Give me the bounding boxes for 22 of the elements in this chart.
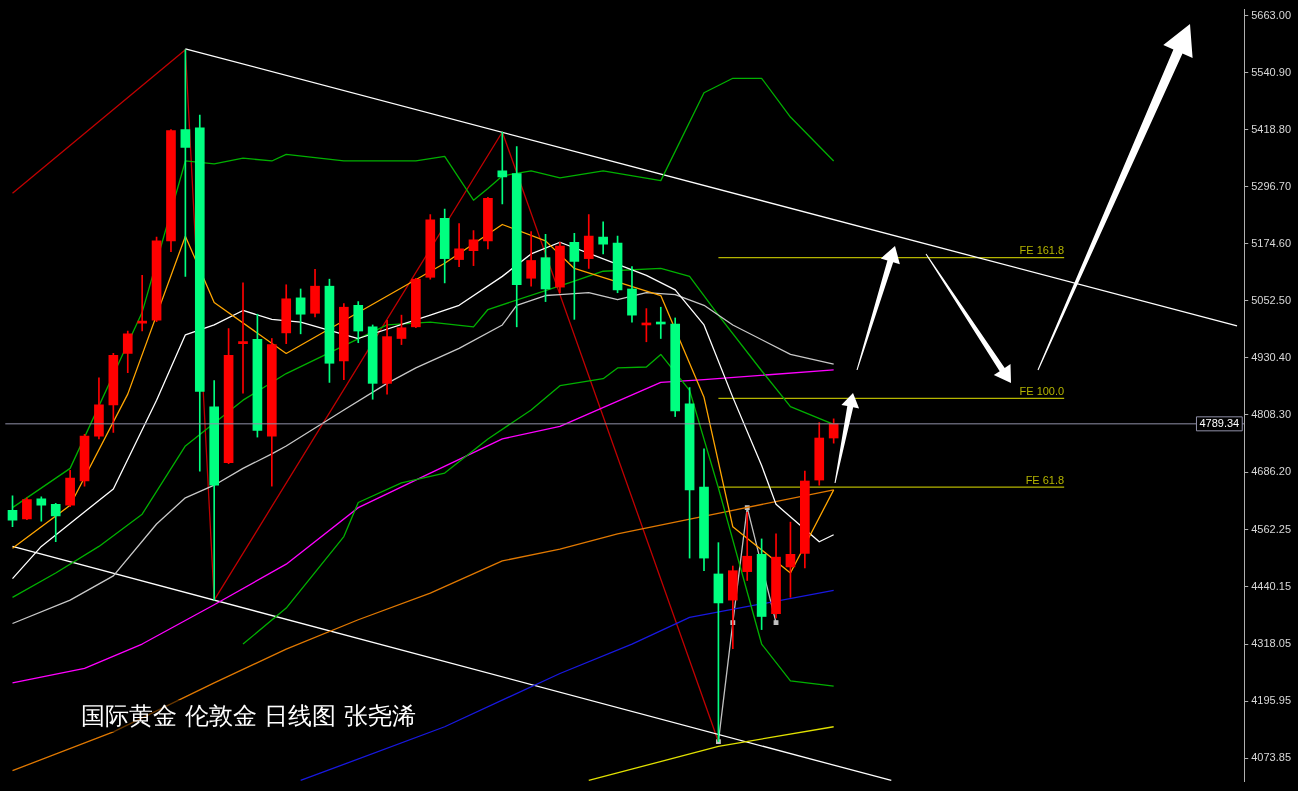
candlestick [36, 496, 47, 522]
y-tick-label: 4073.85 [1251, 751, 1291, 764]
y-tick-label: 4686.20 [1251, 465, 1291, 478]
y-tick-label: 5174.60 [1251, 236, 1291, 249]
y-tick-label: 4440.15 [1251, 580, 1291, 593]
y-tick-label: 5296.70 [1251, 179, 1291, 192]
y-tick-label: 4562.25 [1251, 522, 1291, 535]
y-tick-label: 5418.80 [1251, 122, 1291, 135]
candlestick [238, 282, 248, 394]
ref-line-label: 4789.34 [1199, 416, 1240, 429]
y-tick-label: 5052.50 [1251, 293, 1291, 306]
series-label: FE 100.0 [1019, 384, 1065, 397]
y-tick-label: 4808.30 [1251, 408, 1291, 421]
y-tick-label: 4930.40 [1251, 350, 1291, 363]
y-tick-label: 5663.00 [1251, 8, 1291, 21]
annotation: 国际黄金 伦敦金 日线图 张尧浠 [78, 700, 419, 732]
y-tick-label: 4195.95 [1251, 694, 1291, 707]
y-tick-label: 4318.05 [1251, 637, 1291, 650]
series-label: FE 161.8 [1019, 244, 1065, 257]
y-tick-label: 5540.90 [1251, 65, 1291, 78]
series-label: FE 61.8 [1025, 473, 1065, 486]
point [773, 620, 779, 625]
